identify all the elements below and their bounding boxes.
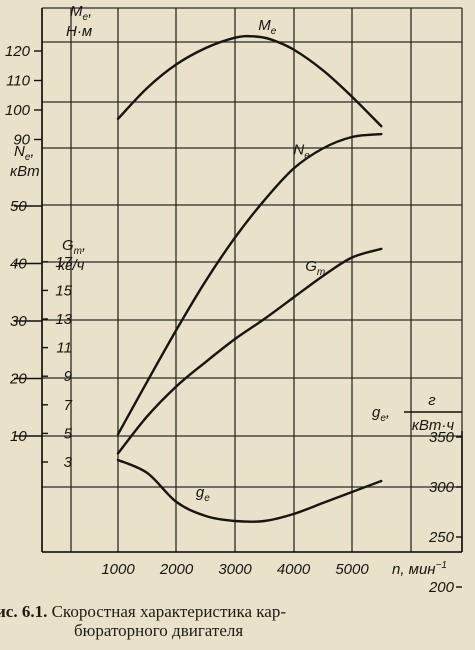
ne-tick-label: 10 <box>10 428 27 445</box>
ne-axis-comma: , <box>30 143 34 160</box>
ne-tick-label: 50 <box>10 198 27 215</box>
gt-axis-unit: кг/ч <box>58 257 85 274</box>
caption-line-2: бюраторного двигателя <box>74 621 244 640</box>
me-tick-label: 90 <box>13 132 30 149</box>
gt-tick-label: 7 <box>64 397 73 414</box>
curve-me <box>116 34 383 128</box>
ge-tick-label: 300 <box>429 479 455 496</box>
series-symbol: M <box>258 17 271 34</box>
gt-tick-label: 9 <box>64 368 73 385</box>
gt-tick-label: 13 <box>55 311 72 328</box>
me-axis-subscript: e <box>83 12 89 23</box>
tick-labels: 90 100 110 120 10 20 30 40 50 3 5 7 9 11 13 15 17 200 250 3… <box>5 43 455 596</box>
curve-ne <box>116 132 383 436</box>
grid <box>41 7 463 553</box>
ne-axis-unit: кВт <box>10 163 40 180</box>
series-subscript: e <box>271 26 277 37</box>
ge-unit-den: кВт·ч <box>412 417 455 434</box>
ne-tick-label: 20 <box>9 371 27 388</box>
engine-speed-chart: 90 100 110 120 10 20 30 40 50 3 5 7 9 11 13 15 17 200 250 3… <box>5 3 463 596</box>
series-label-ne: Ne <box>293 142 310 162</box>
caption-line-1: ис. 6.1. Скоростная характеристика кар- <box>0 602 286 621</box>
axes <box>41 8 463 553</box>
ge-axis-symbol: g <box>372 404 381 421</box>
ne-axis-title: Ne, <box>14 143 35 163</box>
x-tick-label: 5000 <box>335 561 369 578</box>
gt-tick-label: 5 <box>64 425 73 442</box>
x-tick-label: 4000 <box>277 561 311 578</box>
gt-tick-label: 11 <box>56 340 72 357</box>
me-tick-label: 110 <box>6 73 31 90</box>
series-curves <box>116 34 383 523</box>
gt-tick-label: 3 <box>64 454 73 471</box>
series-label-me: Me <box>258 17 277 37</box>
series-symbol: G <box>305 258 317 275</box>
ne-tick-label: 40 <box>10 256 27 273</box>
tick-marks <box>14 50 462 588</box>
me-axis-unit: Н·м <box>66 23 92 40</box>
ge-tick-label: 200 <box>428 579 455 596</box>
series-label-ge: ge <box>196 484 210 504</box>
ge-axis-comma: , <box>386 404 390 421</box>
series-subscript: e <box>204 493 210 504</box>
series-label-gt: Gт <box>305 258 325 278</box>
gt-tick-label: 15 <box>55 282 72 299</box>
x-axis-title: n, мин−1 <box>392 560 447 578</box>
me-axis-symbol: M <box>70 3 83 20</box>
x-tick-label: 3000 <box>218 561 252 578</box>
series-subscript: т <box>317 267 325 278</box>
ge-unit-num: г <box>428 392 436 409</box>
x-tick-label: 1000 <box>101 561 135 578</box>
gt-tick-label: 17 <box>55 254 72 271</box>
ne-axis-subscript: e <box>25 152 31 163</box>
me-axis-title: Me, <box>70 3 92 23</box>
series-subscript: e <box>304 151 310 162</box>
ne-axis-symbol: N <box>14 143 25 160</box>
x-tick-label: 2000 <box>159 561 194 578</box>
x-axis-superscript: −1 <box>436 560 447 571</box>
caption-text-1: Скоростная характеристика кар- <box>51 602 286 621</box>
curve-ge <box>116 458 383 523</box>
ne-tick-label: 30 <box>10 313 27 330</box>
me-tick-label: 100 <box>5 102 31 119</box>
curve-gt <box>116 247 383 455</box>
me-axis-comma: , <box>88 3 92 20</box>
gt-axis-title: Gт, <box>62 237 86 257</box>
gt-axis-comma: , <box>82 237 86 254</box>
series-symbol: g <box>196 484 205 501</box>
ge-axis-title: ge, <box>372 404 390 424</box>
ge-axis-subscript: e <box>380 413 386 424</box>
ge-tick-label: 250 <box>428 529 455 546</box>
series-symbol: N <box>293 142 304 159</box>
gt-axis-subscript: т <box>74 246 82 257</box>
caption-number: ис. 6.1. <box>0 602 48 621</box>
me-tick-label: 120 <box>5 43 31 60</box>
ge-tick-label: 350 <box>429 429 455 446</box>
gt-axis-symbol: G <box>62 237 74 254</box>
